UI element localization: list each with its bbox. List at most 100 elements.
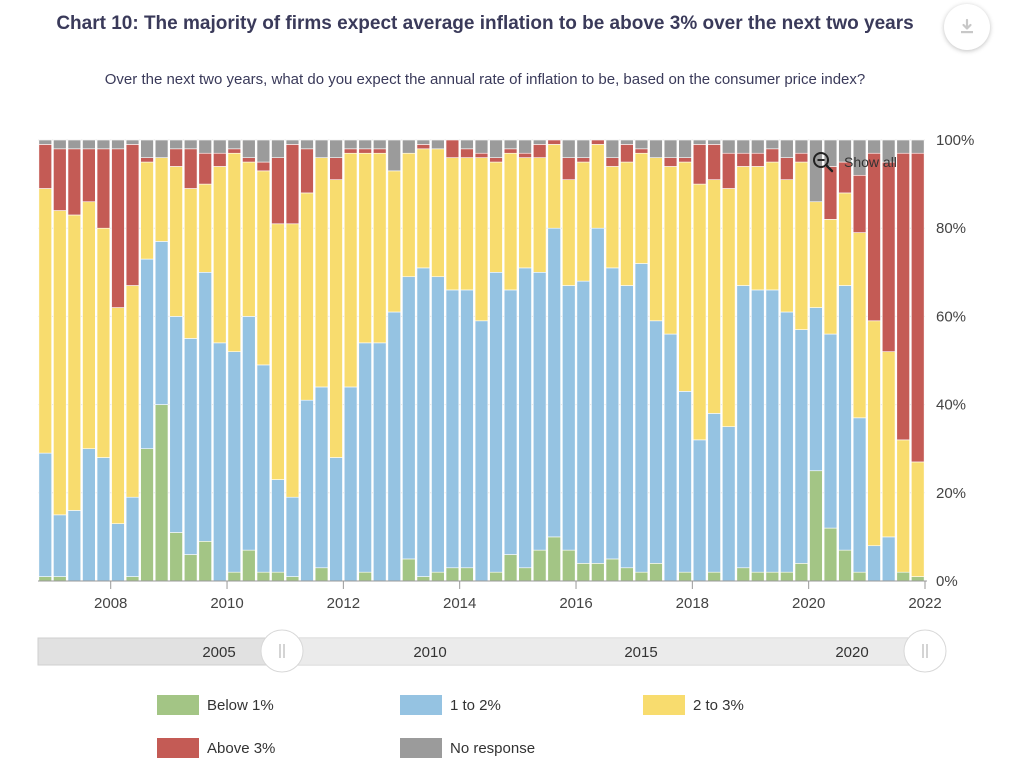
navigator-label: 2005 bbox=[202, 644, 235, 661]
y-tick-label: 100% bbox=[936, 132, 974, 149]
bar-segment-one_to_two bbox=[765, 289, 780, 573]
legend-item-2-to-3[interactable]: 2 to 3% bbox=[643, 695, 744, 715]
legend-swatch-below1 bbox=[157, 695, 199, 715]
bar-segment-above3 bbox=[896, 152, 910, 441]
show-all-label: Show all bbox=[844, 154, 897, 170]
bar-stack bbox=[721, 139, 736, 582]
bar-segment-two_to_three bbox=[96, 227, 111, 458]
bar-segment-two_to_three bbox=[329, 179, 343, 458]
bar-segment-below1 bbox=[271, 571, 285, 582]
bar-stack bbox=[678, 139, 692, 582]
bar-segment-one_to_two bbox=[881, 536, 896, 582]
bar-segment-two_to_three bbox=[852, 232, 867, 419]
bar-segment-no_response bbox=[373, 139, 387, 150]
bar-segment-no_response bbox=[387, 139, 401, 172]
bar-segment-below1 bbox=[125, 576, 140, 582]
bar-stack bbox=[53, 139, 67, 582]
bar-stack bbox=[707, 139, 721, 582]
zoom-out-icon bbox=[813, 152, 834, 173]
legend: Below 1% 1 to 2% 2 to 3% Above 3% No res… bbox=[0, 690, 1024, 770]
bar-segment-below1 bbox=[852, 571, 867, 582]
bar-segment-no_response bbox=[96, 139, 111, 150]
bar-stack bbox=[576, 139, 590, 582]
bar-segment-no_response bbox=[911, 139, 925, 154]
show-all-button[interactable]: Show all bbox=[812, 150, 897, 174]
bar-segment-above3 bbox=[460, 148, 474, 158]
bar-segment-below1 bbox=[445, 567, 460, 582]
bar-segment-above3 bbox=[489, 157, 503, 163]
bar-segment-two_to_three bbox=[125, 285, 140, 498]
bar-stack bbox=[852, 139, 867, 582]
bar-segment-no_response bbox=[256, 139, 271, 163]
bar-segment-above3 bbox=[823, 166, 838, 220]
bar-segment-one_to_two bbox=[780, 311, 794, 573]
bar-segment-below1 bbox=[358, 571, 372, 582]
bar-segment-no_response bbox=[518, 139, 532, 154]
bar-segment-two_to_three bbox=[82, 201, 96, 450]
bar-stack bbox=[780, 139, 794, 582]
bar-segment-one_to_two bbox=[343, 386, 358, 582]
bar-segment-one_to_two bbox=[82, 448, 96, 582]
navigator-handle-left[interactable] bbox=[260, 629, 304, 673]
legend-item-1-to-2[interactable]: 1 to 2% bbox=[400, 695, 501, 715]
bar-segment-two_to_three bbox=[634, 152, 649, 264]
x-tick-label: 2022 bbox=[908, 595, 941, 612]
bar-segment-one_to_two bbox=[692, 439, 707, 582]
bar-segment-one_to_two bbox=[213, 342, 227, 582]
chart-title: Chart 10: The majority of firms expect a… bbox=[56, 13, 914, 34]
bar-segment-no_response bbox=[881, 139, 896, 163]
bar-stack bbox=[256, 139, 271, 582]
bar-segment-below1 bbox=[707, 571, 721, 582]
bar-segment-one_to_two bbox=[314, 386, 329, 569]
bar-segment-below1 bbox=[547, 536, 561, 582]
navigator-label: 2015 bbox=[624, 644, 657, 661]
legend-swatch-above3 bbox=[157, 738, 199, 758]
bar-segment-no_response bbox=[605, 139, 620, 158]
x-tick-label: 2008 bbox=[94, 595, 127, 612]
bar-segment-two_to_three bbox=[794, 161, 809, 330]
bar-segment-below1 bbox=[823, 527, 838, 582]
bar-segment-no_response bbox=[576, 139, 590, 158]
bar-stack bbox=[198, 139, 212, 582]
bar-segment-two_to_three bbox=[67, 214, 82, 511]
bar-segment-two_to_three bbox=[285, 223, 300, 498]
download-button[interactable] bbox=[944, 4, 990, 50]
bar-segment-two_to_three bbox=[256, 170, 271, 366]
y-tick-label: 40% bbox=[936, 397, 966, 414]
bar-segment-no_response bbox=[227, 139, 242, 150]
bar-segment-below1 bbox=[183, 554, 198, 582]
bar-segment-below1 bbox=[809, 470, 823, 582]
bar-segment-two_to_three bbox=[416, 148, 431, 269]
navigator-selection bbox=[282, 638, 924, 665]
bar-segment-above3 bbox=[183, 148, 198, 189]
legend-item-below1[interactable]: Below 1% bbox=[157, 695, 274, 715]
bar-segment-no_response bbox=[852, 139, 867, 176]
bar-stack bbox=[765, 139, 780, 582]
bar-segment-two_to_three bbox=[140, 161, 154, 260]
bar-segment-no_response bbox=[314, 139, 329, 158]
legend-item-above3[interactable]: Above 3% bbox=[157, 738, 275, 758]
bar-segment-no_response bbox=[125, 139, 140, 145]
bar-segment-two_to_three bbox=[198, 183, 212, 273]
bar-segment-two_to_three bbox=[620, 161, 634, 286]
bar-stack bbox=[605, 139, 620, 582]
y-tick-label: 80% bbox=[936, 220, 966, 237]
bar-stack bbox=[38, 139, 52, 582]
bar-segment-two_to_three bbox=[38, 188, 52, 454]
bar-segment-above3 bbox=[721, 152, 736, 189]
range-navigator[interactable]: 2005 2010 2015 2020 bbox=[37, 629, 947, 673]
bar-segment-above3 bbox=[532, 144, 547, 158]
bar-segment-one_to_two bbox=[183, 338, 198, 555]
legend-item-no-response[interactable]: No response bbox=[400, 738, 535, 758]
bar-stack bbox=[663, 139, 678, 582]
bar-segment-one_to_two bbox=[620, 285, 634, 569]
bar-segment-one_to_two bbox=[300, 399, 314, 582]
bar-segment-two_to_three bbox=[227, 152, 242, 352]
bar-stack bbox=[67, 139, 82, 582]
navigator-handle-right[interactable] bbox=[903, 629, 947, 673]
bar-segment-above3 bbox=[503, 148, 518, 154]
bar-segment-two_to_three bbox=[373, 152, 387, 344]
bar-segment-one_to_two bbox=[678, 391, 692, 573]
bar-segment-above3 bbox=[53, 148, 67, 211]
bar-segment-two_to_three bbox=[242, 161, 256, 317]
